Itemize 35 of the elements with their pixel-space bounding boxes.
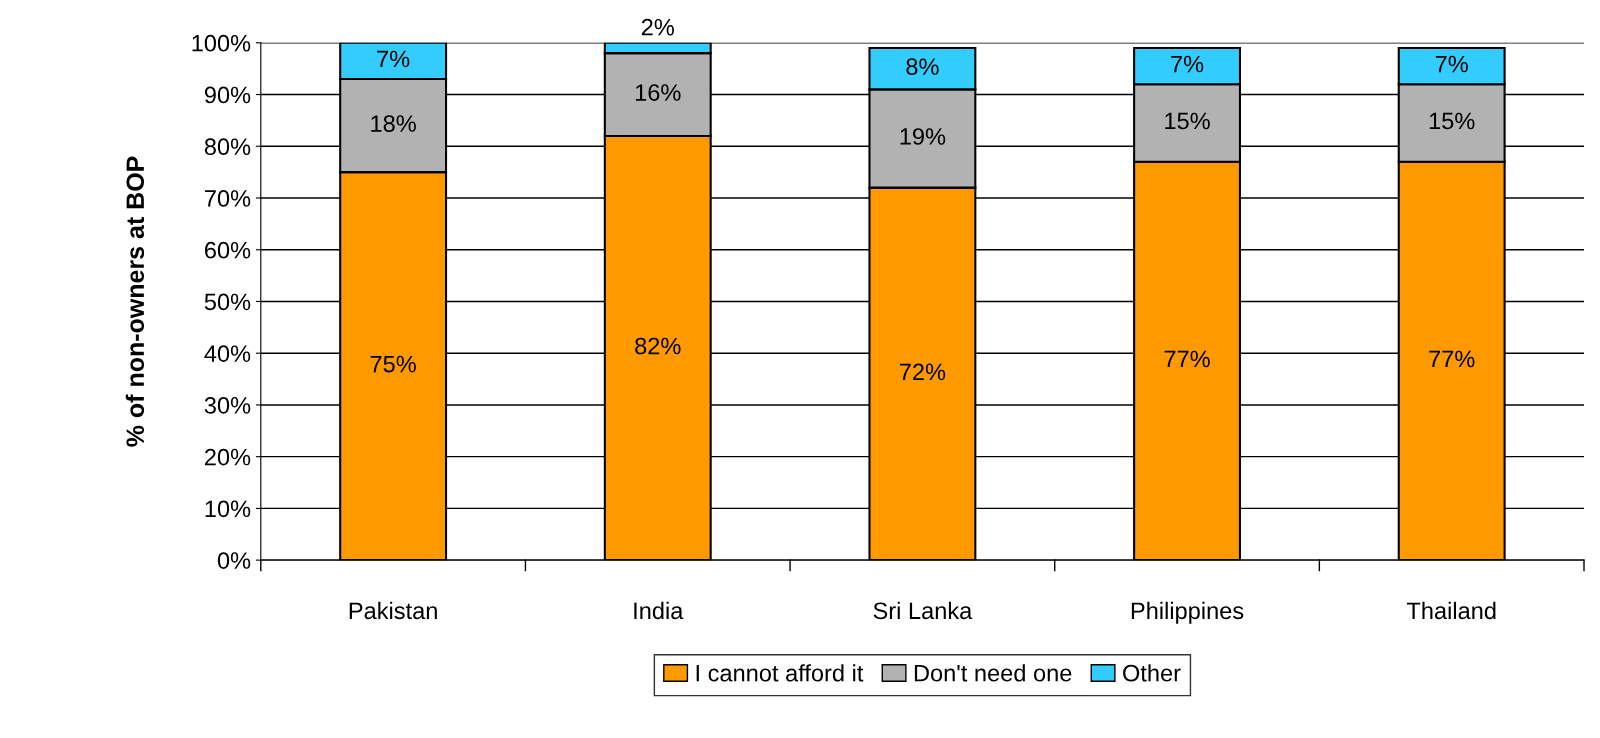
data-label: 18% (371, 115, 416, 132)
data-label: 15% (1165, 112, 1210, 130)
y-tick-label: 100% (192, 34, 251, 52)
legend-label: Other (1123, 664, 1181, 682)
y-tick-label: 40% (204, 345, 251, 362)
x-tick-label: Sri Lanka (873, 601, 973, 620)
x-tick-label: Thailand (1406, 601, 1496, 620)
legend-label: Don't need one (914, 664, 1072, 682)
y-tick-label: 10% (205, 500, 251, 518)
data-label: 8% (906, 58, 939, 76)
data-label: 77% (1164, 350, 1210, 368)
data-label: 7% (1435, 55, 1468, 73)
data-label: 82% (635, 337, 681, 355)
data-label: 16% (635, 84, 681, 101)
y-tick-label: 50% (204, 293, 251, 311)
y-tick-label: 20% (205, 448, 251, 466)
data-label: 19% (900, 128, 946, 145)
y-tick-label: 70% (205, 190, 251, 207)
data-label: 7% (1171, 55, 1204, 73)
y-tick-label: 90% (204, 86, 251, 104)
y-tick-label: 0% (217, 552, 251, 569)
y-tick-label: 30% (204, 397, 251, 414)
y-axis-title: % of non-owners at BOP (125, 156, 145, 447)
data-label: 7% (377, 50, 410, 68)
x-tick-label: India (634, 601, 684, 620)
legend-label: I cannot afford it (696, 664, 864, 682)
data-label: 2% (641, 18, 674, 36)
y-tick-label: 80% (204, 138, 251, 156)
x-tick-label: Philippines (1131, 601, 1244, 624)
y-tick-label: 60% (205, 241, 251, 259)
data-label: 77% (1429, 350, 1475, 368)
data-label: 75% (370, 355, 416, 373)
data-label: 15% (1429, 112, 1475, 130)
x-tick-label: Pakistan (349, 601, 437, 620)
data-label: 72% (899, 363, 946, 381)
